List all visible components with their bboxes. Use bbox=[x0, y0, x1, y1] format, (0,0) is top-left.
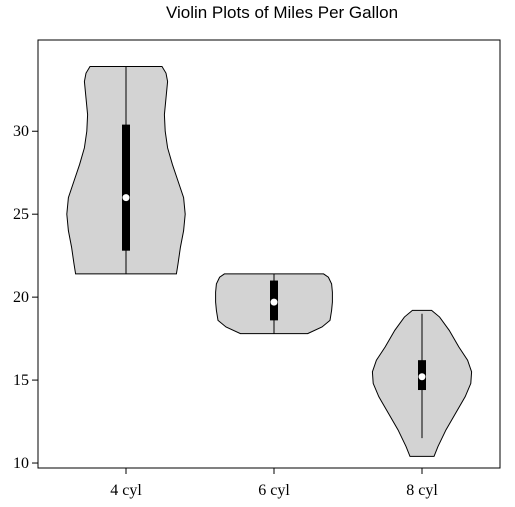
x-axis: 4 cyl 6 cyl 8 cyl bbox=[110, 468, 438, 499]
violins-layer bbox=[66, 66, 473, 457]
violin-group bbox=[66, 66, 186, 275]
median-point bbox=[122, 194, 130, 202]
y-axis: 10 15 20 25 30 bbox=[13, 123, 38, 472]
x-tick-label: 8 cyl bbox=[406, 482, 438, 499]
chart-title: Violin Plots of Miles Per Gallon bbox=[166, 3, 398, 22]
iqr-box bbox=[122, 124, 130, 251]
violin-group bbox=[215, 273, 333, 335]
y-tick-label: 30 bbox=[13, 123, 29, 140]
x-tick-label: 6 cyl bbox=[258, 482, 290, 499]
plot-frame bbox=[37, 39, 501, 469]
y-tick-label: 20 bbox=[13, 289, 29, 306]
y-tick-label: 15 bbox=[13, 372, 29, 389]
y-tick-label: 25 bbox=[13, 206, 29, 223]
median-point bbox=[418, 373, 426, 381]
violin-group bbox=[371, 309, 473, 457]
median-point bbox=[270, 298, 278, 306]
y-tick-label: 10 bbox=[13, 455, 29, 472]
x-tick-label: 4 cyl bbox=[110, 482, 142, 499]
